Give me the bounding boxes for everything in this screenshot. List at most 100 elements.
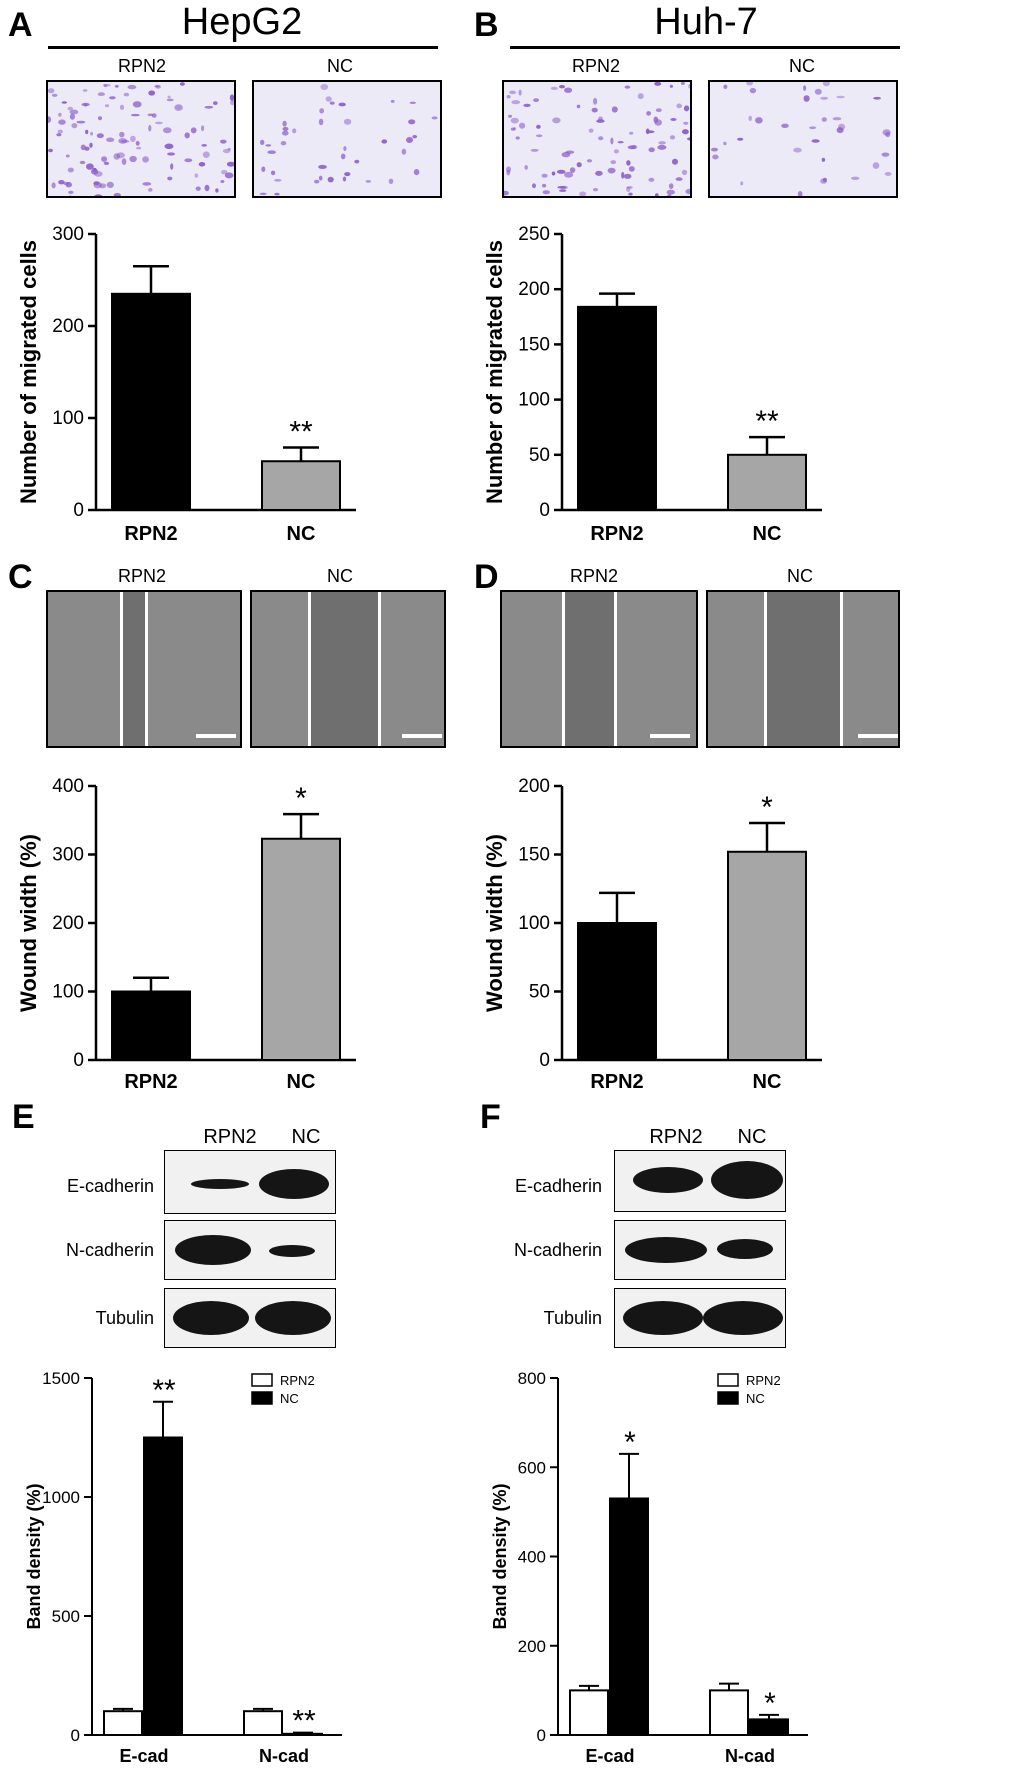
stained-cell	[648, 147, 655, 153]
stained-cell	[119, 131, 125, 138]
stained-cell	[523, 103, 531, 107]
x-tick-label: RPN2	[590, 523, 643, 545]
significance-mark: *	[761, 791, 773, 824]
stained-cell	[686, 137, 690, 141]
stained-cell	[292, 128, 297, 134]
stained-cell	[69, 109, 79, 115]
stained-cell	[676, 103, 682, 109]
stained-cell	[884, 171, 892, 176]
stained-cell	[550, 86, 558, 90]
stained-cell	[683, 121, 689, 125]
stained-cell	[579, 191, 587, 196]
stained-cell	[63, 181, 70, 186]
protein-band	[259, 1169, 329, 1199]
wound-edge-line	[562, 592, 565, 746]
y-axis-label: Wound width (%)	[482, 834, 507, 1012]
x-tick-label: N-cad	[259, 1746, 309, 1766]
stained-cell	[797, 191, 803, 196]
y-tick-label: 100	[52, 982, 84, 1003]
blot-label-f-ecadherin: E-cadherin	[514, 1176, 602, 1196]
bar-nc-n-cad	[749, 1718, 789, 1737]
stained-cell	[648, 177, 655, 182]
stained-cell	[836, 95, 845, 99]
bar-rpn2	[111, 292, 191, 511]
stained-cell	[814, 88, 822, 95]
stained-cell	[653, 116, 659, 123]
stained-cell	[97, 92, 105, 97]
lane-label-f-rpn2: RPN2	[649, 1126, 703, 1148]
stained-cell	[755, 117, 763, 124]
significance-mark: **	[289, 415, 313, 448]
stained-cell	[541, 173, 548, 178]
stained-cell	[542, 183, 547, 188]
bar-rpn2-e-cad	[569, 1689, 609, 1736]
stained-cell	[667, 194, 672, 196]
wound-edge-line	[764, 592, 767, 746]
stained-cell	[381, 139, 388, 144]
stained-cell	[683, 105, 690, 112]
blot-strip-f-ncadherin	[614, 1220, 786, 1280]
stained-cell	[617, 141, 624, 144]
stained-cell	[712, 154, 719, 160]
stained-cell	[224, 172, 234, 179]
chart-e-band-density: 0 500 1000 1500 Band density (%) ** E-cad ** N-c…	[24, 1369, 342, 1766]
significance-mark: *	[295, 782, 307, 815]
stained-cell	[342, 176, 347, 182]
stained-cell	[319, 108, 325, 114]
image-label-b-rpn2: RPN2	[571, 56, 620, 76]
y-tick-label: 0	[73, 1050, 84, 1071]
stained-cell	[821, 157, 826, 162]
legend-label: NC	[746, 1391, 765, 1406]
stained-cell	[58, 180, 65, 185]
protein-band	[191, 1179, 249, 1189]
stained-cell	[354, 159, 360, 164]
bar-nc	[261, 460, 341, 512]
protein-band	[625, 1237, 707, 1263]
protein-band	[269, 1245, 315, 1257]
stained-cell	[564, 171, 574, 178]
stained-cell	[85, 129, 89, 135]
stained-cell	[163, 127, 172, 134]
stained-cell	[57, 129, 63, 134]
protein-band	[173, 1301, 249, 1335]
image-label-d-nc: NC	[787, 566, 813, 586]
x-tick-label: NC	[287, 1071, 316, 1093]
stained-cell	[106, 181, 114, 188]
scale-bar	[402, 734, 442, 738]
significance-mark: **	[152, 1374, 176, 1407]
stained-cell	[154, 85, 160, 88]
blot-strip-f-tubulin	[614, 1288, 786, 1348]
stained-cell	[204, 184, 210, 192]
stained-cell	[229, 100, 234, 106]
stained-cell	[882, 129, 891, 136]
stained-cell	[58, 112, 62, 117]
stained-cell	[201, 125, 205, 132]
stained-cell	[48, 88, 55, 94]
blot-label-e-ecadherin: E-cadherin	[66, 1176, 154, 1196]
stained-cell	[265, 144, 272, 147]
y-tick-label: 1500	[42, 1369, 80, 1388]
stained-cell	[737, 137, 744, 141]
stained-cell	[610, 160, 617, 165]
stained-cell	[629, 131, 634, 135]
blot-strip-e-ecadherin	[164, 1150, 336, 1214]
stained-cell	[71, 123, 78, 129]
stained-cell	[666, 189, 675, 195]
stained-cell	[226, 161, 234, 167]
stained-cell	[194, 173, 199, 178]
stained-cell	[626, 160, 631, 166]
y-axis-label: Band density (%)	[24, 1483, 44, 1629]
stained-cell	[195, 186, 201, 191]
stained-cell	[873, 96, 881, 100]
chart-c-wound-width: 0 100 200 300 400 Wound width (%) RPN2 * NC	[16, 776, 356, 1093]
y-axis-label: Number of migrated cells	[482, 240, 507, 504]
significance-mark: **	[292, 1705, 316, 1738]
stained-cell	[318, 164, 327, 169]
stained-cell	[412, 135, 418, 139]
stained-cell	[588, 128, 594, 133]
legend-swatch	[717, 1391, 739, 1405]
stained-cell	[711, 147, 718, 152]
wound-image-c-nc	[250, 590, 446, 748]
stained-cell	[685, 188, 690, 195]
stained-cell	[821, 117, 827, 122]
